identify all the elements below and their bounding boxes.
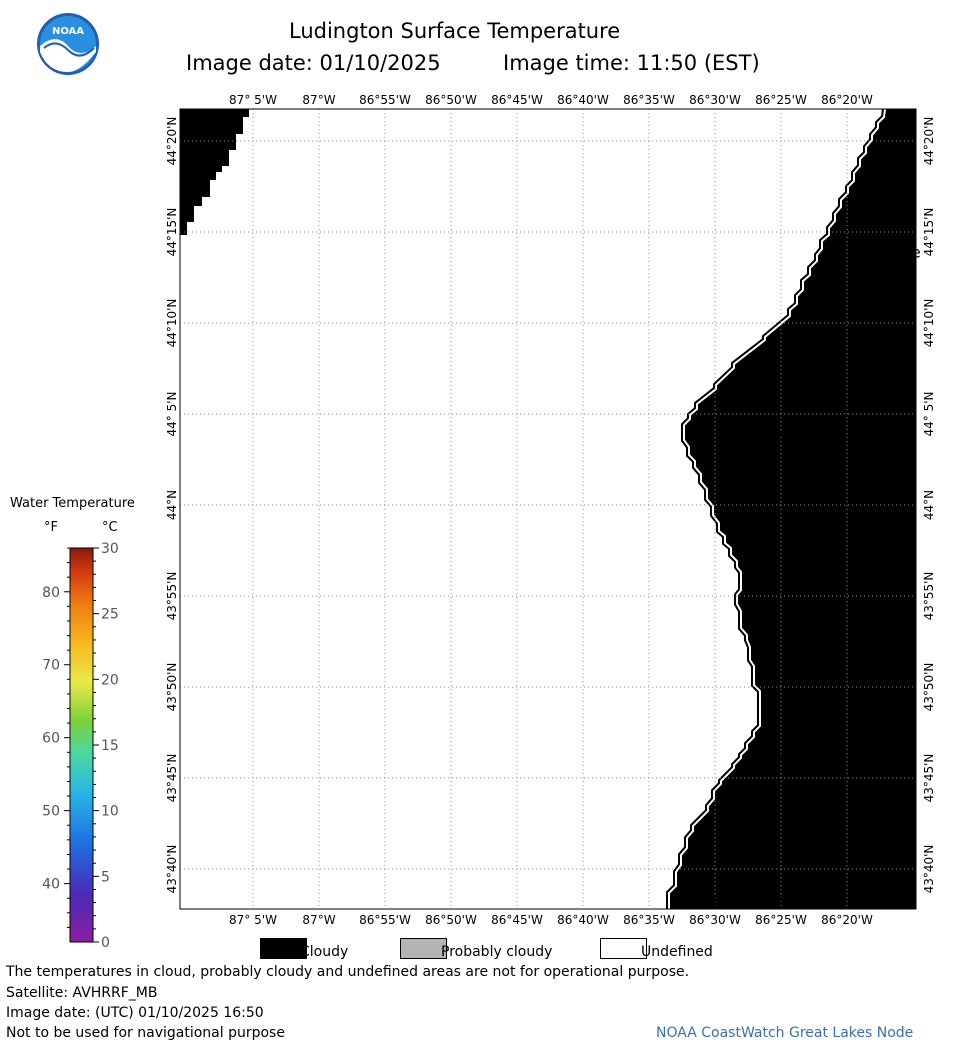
colorbar-c-tick: 5 (101, 869, 110, 885)
image-time: Image time: 11:50 (EST) (503, 51, 760, 75)
footer-credit: NOAA CoastWatch Great Lakes Node (656, 1025, 914, 1041)
latitude-labels-right: 44°20'N 44°15'N 44°10'N 44° 5'N 44°N 43°55'N 4… (922, 117, 936, 894)
place-label: Pentwater (767, 751, 844, 769)
lat-label-left: 44°10'N (165, 299, 179, 348)
colorbar-c-tick: 30 (101, 541, 119, 557)
lat-label-right: 43°45'N (922, 754, 936, 803)
lon-label-top: 86°20'W (821, 93, 873, 107)
place-dot (699, 430, 710, 441)
noaa-logo-icon: NOAA (37, 13, 99, 75)
latitude-labels-left: 44°20'N 44°15'N 44°10'N 44° 5'N 44°N 43°55'N 4… (165, 117, 179, 894)
map-frame (179, 108, 917, 910)
lon-label-bottom: 86°50'W (425, 913, 477, 927)
lon-label-bottom: 86°55'W (359, 913, 411, 927)
colorbar-c-tick: 0 (101, 935, 110, 950)
lon-label-bottom: 86°25'W (755, 913, 807, 927)
lat-label-left: 44°15'N (165, 208, 179, 257)
legend-probably-cloudy-label: Probably cloudy (441, 944, 553, 960)
colorbar-f-tick: 40 (42, 877, 60, 893)
lat-label-left: 44°N (165, 490, 179, 520)
footer-utc-date: Image date: (UTC) 01/10/2025 16:50 (6, 1005, 264, 1021)
colorbar-f-tick: 70 (42, 658, 60, 674)
colorbar-f-tick: 80 (42, 585, 60, 601)
lon-label-top: 86°25'W (755, 93, 807, 107)
lon-label-top: 86°50'W (425, 93, 477, 107)
cloud-area (180, 109, 249, 235)
colorbar-f-tick: 60 (42, 731, 60, 747)
page-title: Ludington Surface Temperature (289, 19, 621, 43)
colorbar-c-tick: 10 (101, 804, 119, 820)
lat-label-right: 44°15'N (922, 208, 936, 257)
legend-cloudy-label: Cloudy (300, 944, 349, 960)
lon-label-bottom: 86°20'W (821, 913, 873, 927)
lon-label-bottom: 86°30'W (689, 913, 741, 927)
lat-label-left: 44°20'N (165, 117, 179, 166)
place-dot (847, 232, 858, 243)
place-label: Little Sable Point (688, 894, 814, 912)
lat-label-left: 43°45'N (165, 754, 179, 803)
lat-label-right: 43°55'N (922, 572, 936, 621)
lon-label-bottom: 86°35'W (623, 913, 675, 927)
logo-text: NOAA (52, 26, 84, 37)
lat-label-left: 43°50'N (165, 663, 179, 712)
legend-cloudy-swatch (260, 938, 307, 959)
colorbar-c-tick: 20 (101, 672, 119, 688)
colorbar-c-tick: 15 (101, 738, 119, 754)
longitude-labels-top: 87° 5'W 87°W 86°55'W 86°50'W 86°45'W 86°40'W 8… (229, 93, 873, 107)
colorbar-unit-f: °F (44, 520, 58, 535)
map-grid (180, 109, 916, 909)
place-dot (762, 739, 773, 750)
lat-label-right: 44°20'N (922, 117, 936, 166)
legend-undefined-label: Undefined (641, 944, 713, 960)
lat-label-right: 43°40'N (922, 845, 936, 894)
place-dot (748, 549, 759, 560)
lon-label-bottom: 86°45'W (491, 913, 543, 927)
colorbar-c-tick: 25 (101, 607, 119, 623)
lon-label-bottom: 87° 5'W (229, 913, 277, 927)
place-label: Manistee (853, 243, 921, 261)
place-label: Big Sable Point (715, 427, 828, 445)
longitude-labels-bottom: 87° 5'W 87°W 86°55'W 86°50'W 86°45'W 86°40'W 8… (229, 913, 873, 927)
colorbar: 0 5 10 15 20 25 30 40 50 60 70 80 (42, 541, 119, 950)
place-dot (679, 884, 690, 895)
lon-label-top: 87°W (302, 93, 335, 107)
lon-label-top: 86°30'W (689, 93, 741, 107)
lon-label-top: 86°40'W (557, 93, 609, 107)
lon-label-top: 87° 5'W (229, 93, 277, 107)
lat-label-left: 44° 5'N (165, 392, 179, 437)
footer-disclaimer: The temperatures in cloud, probably clou… (6, 964, 690, 980)
lon-label-top: 86°45'W (491, 93, 543, 107)
footer-nav-warning: Not to be used for navigational purpose (6, 1025, 285, 1041)
lat-label-right: 44°N (922, 490, 936, 520)
lon-label-top: 86°35'W (623, 93, 675, 107)
colorbar-title: Water Temperature (10, 496, 135, 511)
image-date: Image date: 01/10/2025 (186, 51, 441, 75)
lat-label-left: 43°40'N (165, 845, 179, 894)
lon-label-bottom: 87°W (302, 913, 335, 927)
map: 87° 5'W 87°W 86°55'W 86°50'W 86°45'W 86°40'W 8… (165, 93, 936, 927)
colorbar-gradient (69, 547, 94, 943)
lat-label-right: 44° 5'N (922, 392, 936, 437)
lat-label-left: 43°55'N (165, 572, 179, 621)
lon-label-bottom: 86°40'W (557, 913, 609, 927)
footer-satellite: Satellite: AVHRRF_MB (6, 985, 158, 1001)
legend-probably-cloudy-swatch (400, 938, 447, 959)
colorbar-f-tick: 50 (42, 804, 60, 820)
shoreline-inner (668, 108, 886, 909)
lat-label-right: 43°50'N (922, 663, 936, 712)
land-area (669, 109, 916, 909)
lon-label-top: 86°55'W (359, 93, 411, 107)
lat-label-right: 44°10'N (922, 299, 936, 348)
place-markers: Manistee Big Sable Point Ludington Pentwate… (679, 232, 921, 912)
place-label: Ludington (767, 546, 842, 564)
legend-undefined-swatch (600, 938, 647, 959)
noaa-logo: NOAA (36, 12, 100, 76)
colorbar-unit-c: °C (102, 520, 118, 535)
